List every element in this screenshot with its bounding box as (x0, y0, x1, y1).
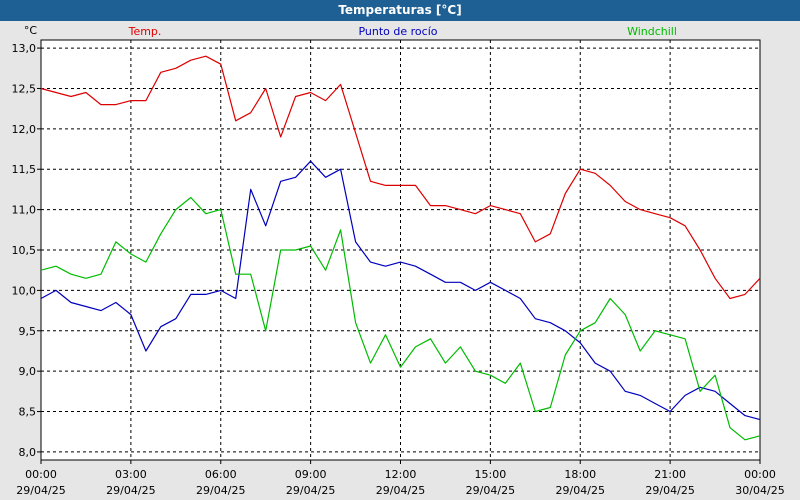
y-tick-label: 10,5 (12, 244, 37, 257)
legend-entry: Punto de rocío (358, 25, 437, 38)
series-line (40, 160, 761, 421)
y-tick-label: 12,5 (12, 82, 37, 95)
y-tick-label: 9,5 (19, 325, 37, 338)
y-axis-unit-label: °C (24, 24, 38, 37)
x-tick-time: 00:00 (744, 468, 776, 481)
y-tick-label: 12,0 (12, 123, 37, 136)
x-tick-date: 29/04/25 (645, 484, 694, 497)
x-tick-date: 29/04/25 (16, 484, 65, 497)
y-tick-label: 8,0 (19, 446, 37, 459)
series-line (40, 196, 761, 441)
x-tick-time: 18:00 (564, 468, 596, 481)
y-tick-label: 13,0 (12, 42, 37, 55)
y-tick-label: 10,0 (12, 284, 37, 297)
x-tick-time: 06:00 (205, 468, 237, 481)
x-tick-time: 09:00 (295, 468, 327, 481)
legend-entry: Temp. (128, 25, 162, 38)
chart-title: Temperaturas [°C] (0, 0, 800, 21)
legend-entry: Windchill (627, 25, 677, 38)
x-tick-time: 00:00 (25, 468, 57, 481)
x-tick-date: 29/04/25 (466, 484, 515, 497)
x-tick-time: 03:00 (115, 468, 147, 481)
series-line (40, 55, 761, 300)
y-tick-label: 11,5 (12, 163, 37, 176)
x-tick-time: 21:00 (654, 468, 686, 481)
temperature-chart: 13,0 12,5 12,0 11,5 11,0 10,5 10,0 9,5 9,0 8,5 8,0… (12, 24, 785, 497)
x-tick-date: 29/04/25 (106, 484, 155, 497)
x-tick-date: 29/04/25 (286, 484, 335, 497)
y-tick-label: 9,0 (19, 365, 37, 378)
x-tick-date: 30/04/25 (735, 484, 784, 497)
plot-frame (40, 39, 761, 461)
y-tick-label: 8,5 (19, 406, 37, 419)
x-tick-time: 12:00 (385, 468, 417, 481)
x-tick-date: 29/04/25 (196, 484, 245, 497)
x-tick-time: 15:00 (475, 468, 507, 481)
x-tick-date: 29/04/25 (556, 484, 605, 497)
x-tick-date: 29/04/25 (376, 484, 425, 497)
y-tick-label: 11,0 (12, 204, 37, 217)
